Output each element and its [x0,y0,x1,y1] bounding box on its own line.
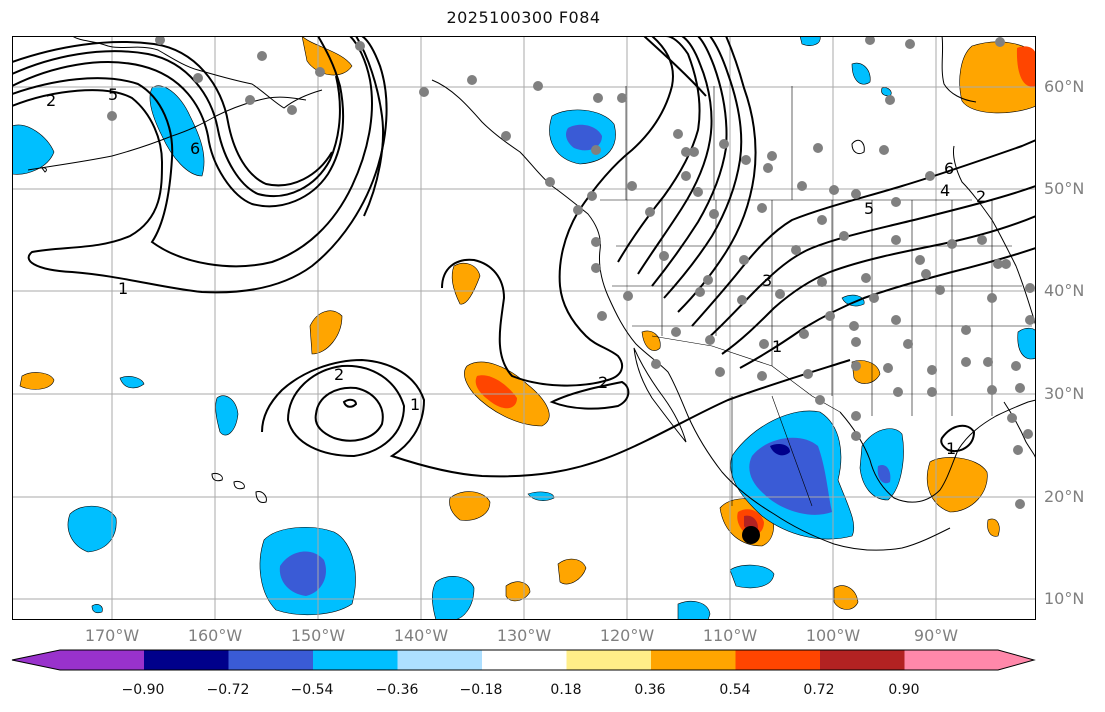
contour-label: 6 [190,139,200,158]
lon-label: 170°W [84,626,140,645]
lon-label: 100°W [805,626,861,645]
colorbar-tick-label: 0.54 [719,682,751,698]
anomaly-positive [19,372,55,390]
contour-label: 5 [864,199,874,218]
colorbar-tick-label: −0.90 [121,682,165,698]
station-dots [107,36,1035,509]
anomaly-negative [12,124,55,175]
anomaly-positive [833,585,859,610]
colorbar-tick-label: −0.36 [375,682,419,698]
colorbar-segment [397,650,483,670]
colorbar-segment [904,650,1034,670]
anomaly-shading [12,36,1036,620]
anomaly-negative [859,428,904,501]
contour-label: 1 [118,279,128,298]
anomaly-positive-strong [1016,46,1036,87]
anomaly-negative [841,294,865,307]
anomaly-negative [215,395,239,436]
colorbar-segment [12,650,144,670]
colorbar-segment [651,650,736,670]
anomaly-negative-strong [279,551,326,596]
anomaly-positive [641,330,661,351]
contour-label: 6 [944,159,954,178]
colorbar-outline [11,649,1036,671]
anomaly-negative [149,85,205,177]
anomaly-negative [431,576,475,620]
anomaly-negative-strong [749,437,832,515]
anomaly-positive [451,263,481,305]
lon-label: 130°W [496,626,552,645]
colorbar-segment [313,650,398,670]
colorbar [11,649,1036,671]
lat-label: 10°N [1044,589,1085,608]
colorbar-tick-label: 0.90 [888,682,920,698]
anomaly-positive [959,41,1036,114]
lon-label: 140°W [393,626,449,645]
anomaly-positive [449,491,491,521]
colorbar-tick-label: 0.72 [803,682,835,698]
colorbar-segment [566,650,652,670]
lon-label: 120°W [599,626,655,645]
lat-label: 20°N [1044,487,1085,506]
lon-label: 160°W [187,626,243,645]
contour-label: 1 [946,439,956,458]
lon-label: 90°W [913,626,959,645]
colorbar-tick-label: −0.54 [290,682,334,698]
lon-label: 110°W [702,626,758,645]
contour-label: 4 [940,181,950,200]
anomaly-negative [851,62,871,85]
anomaly-positive [926,457,988,513]
graticule [12,36,1036,620]
contour-labels: 2 5 6 1 2 1 2 3 1 5 6 4 2 1 [46,85,986,458]
anomaly-positive [987,518,1000,537]
anomaly-positive-strong [475,375,517,409]
lat-label: 60°N [1044,77,1085,96]
colorbar-tick-label: 0.18 [550,682,582,698]
lat-label: 30°N [1044,384,1085,403]
lat-label: 40°N [1044,281,1085,300]
contour-label: 2 [976,187,986,206]
lon-label: 150°W [290,626,346,645]
anomaly-positive [301,36,353,76]
borders [600,86,1032,507]
contour-label: 3 [762,271,772,290]
colorbar-segment [144,650,229,670]
contour-label: 2 [334,365,344,384]
colorbar-segment [482,650,567,670]
anomaly-negative-strong [877,464,891,484]
anomaly-negative-strong [566,124,602,151]
anomaly-negative [119,376,145,389]
colorbar-segments [11,649,1036,671]
colorbar-tick-label: −0.72 [206,682,250,698]
anomaly-negative [91,604,103,614]
contour-label: 1 [772,337,782,356]
colorbar-segment [735,650,821,670]
anomaly-negative [67,505,117,553]
storm-center-marker [742,526,760,544]
anomaly-negative-max [770,444,790,456]
contours [12,36,1036,478]
forecast-map: 2 5 6 1 2 1 2 3 1 5 6 4 2 1 [12,36,1036,620]
anomaly-negative [527,491,555,501]
contour-label: 5 [108,85,118,104]
anomaly-negative [1017,327,1036,360]
contour-label: 2 [598,373,608,392]
colorbar-tick-label: 0.36 [634,682,666,698]
map-title: 2025100300 F084 [446,8,601,27]
colorbar-tick-label: −0.18 [459,682,503,698]
contour-label: 2 [46,91,56,110]
lat-label: 50°N [1044,179,1085,198]
anomaly-negative [729,564,775,589]
colorbar-segment [820,650,905,670]
anomaly-positive [557,558,587,585]
map-frame [12,36,1036,620]
colorbar-segment [228,650,314,670]
contour-label: 1 [410,395,420,414]
